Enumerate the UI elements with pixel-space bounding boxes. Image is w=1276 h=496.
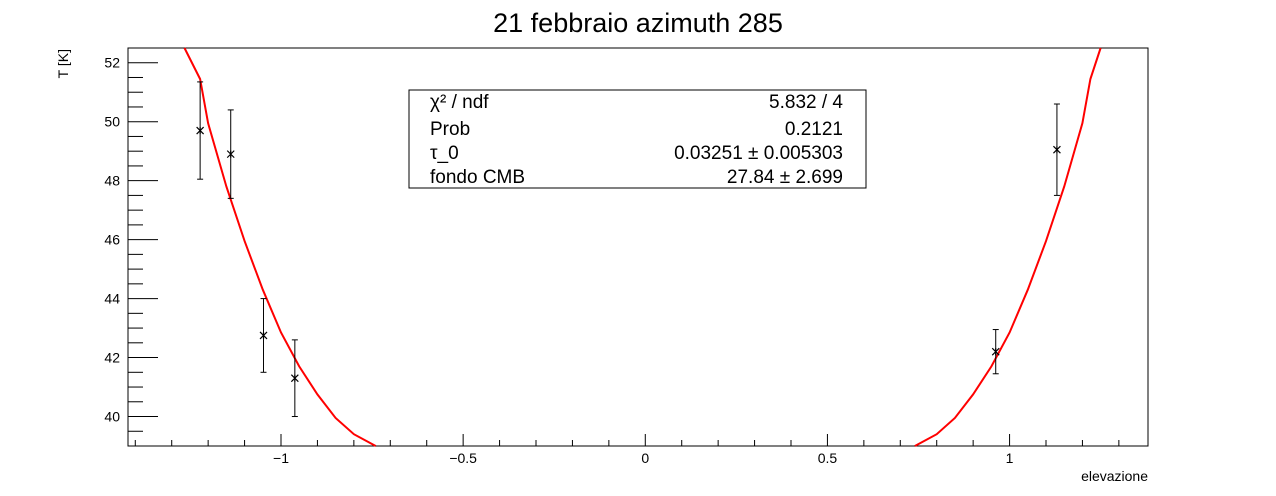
y-tick-label: 50 [104,114,120,130]
plot-frame [127,47,1149,447]
x-tick-label: 0 [641,450,649,466]
y-tick-label: 42 [104,350,120,366]
x-axis: −1 −0.5 0 0.5 1 [134,434,1120,466]
data-point [196,126,205,135]
y-tick-label: 40 [104,409,120,425]
y-tick-label: 52 [104,55,120,71]
x-tick-label: 1 [1006,450,1014,466]
y-axis: 40 42 44 46 48 50 52 [104,47,158,447]
y-tick-label: 44 [104,291,120,307]
y-axis-label: T [K] [55,49,71,78]
y-tick-label: 46 [104,232,120,248]
data-point [259,331,268,340]
data-points [196,81,1061,418]
data-point [290,374,299,383]
fit-curve-segment [914,47,1102,447]
stats-fondo-value: 27.84 ± 2.699 [727,167,843,188]
data-point [226,150,235,159]
fit-curve-segment [183,47,377,447]
stats-tau-value: 0.03251 ± 0.005303 [674,143,843,164]
stats-fondo-label: fondo CMB [430,167,525,188]
stats-tau-label: τ_0 [430,143,459,164]
x-tick-label: 0.5 [818,450,838,466]
stats-box-frame [408,89,867,189]
stats-ndf-label: χ² / ndf [430,92,489,113]
stats-box: χ² / ndf 5.832 / 4 Prob 0.2121 τ_0 0.032… [408,89,867,189]
data-point [1053,145,1061,154]
x-tick-label: −1 [273,450,289,466]
x-tick-label: −0.5 [449,450,477,466]
y-tick-label: 48 [104,173,120,189]
stats-prob-label: Prob [430,119,470,140]
stats-prob-value: 0.2121 [785,119,843,140]
data-point [991,347,1000,356]
chart-title: 21 febbraio azimuth 285 [493,8,783,38]
stats-ndf-value: 5.832 / 4 [769,92,843,113]
x-axis-label: elevazione [1081,468,1148,484]
fit-curve [183,47,1102,447]
